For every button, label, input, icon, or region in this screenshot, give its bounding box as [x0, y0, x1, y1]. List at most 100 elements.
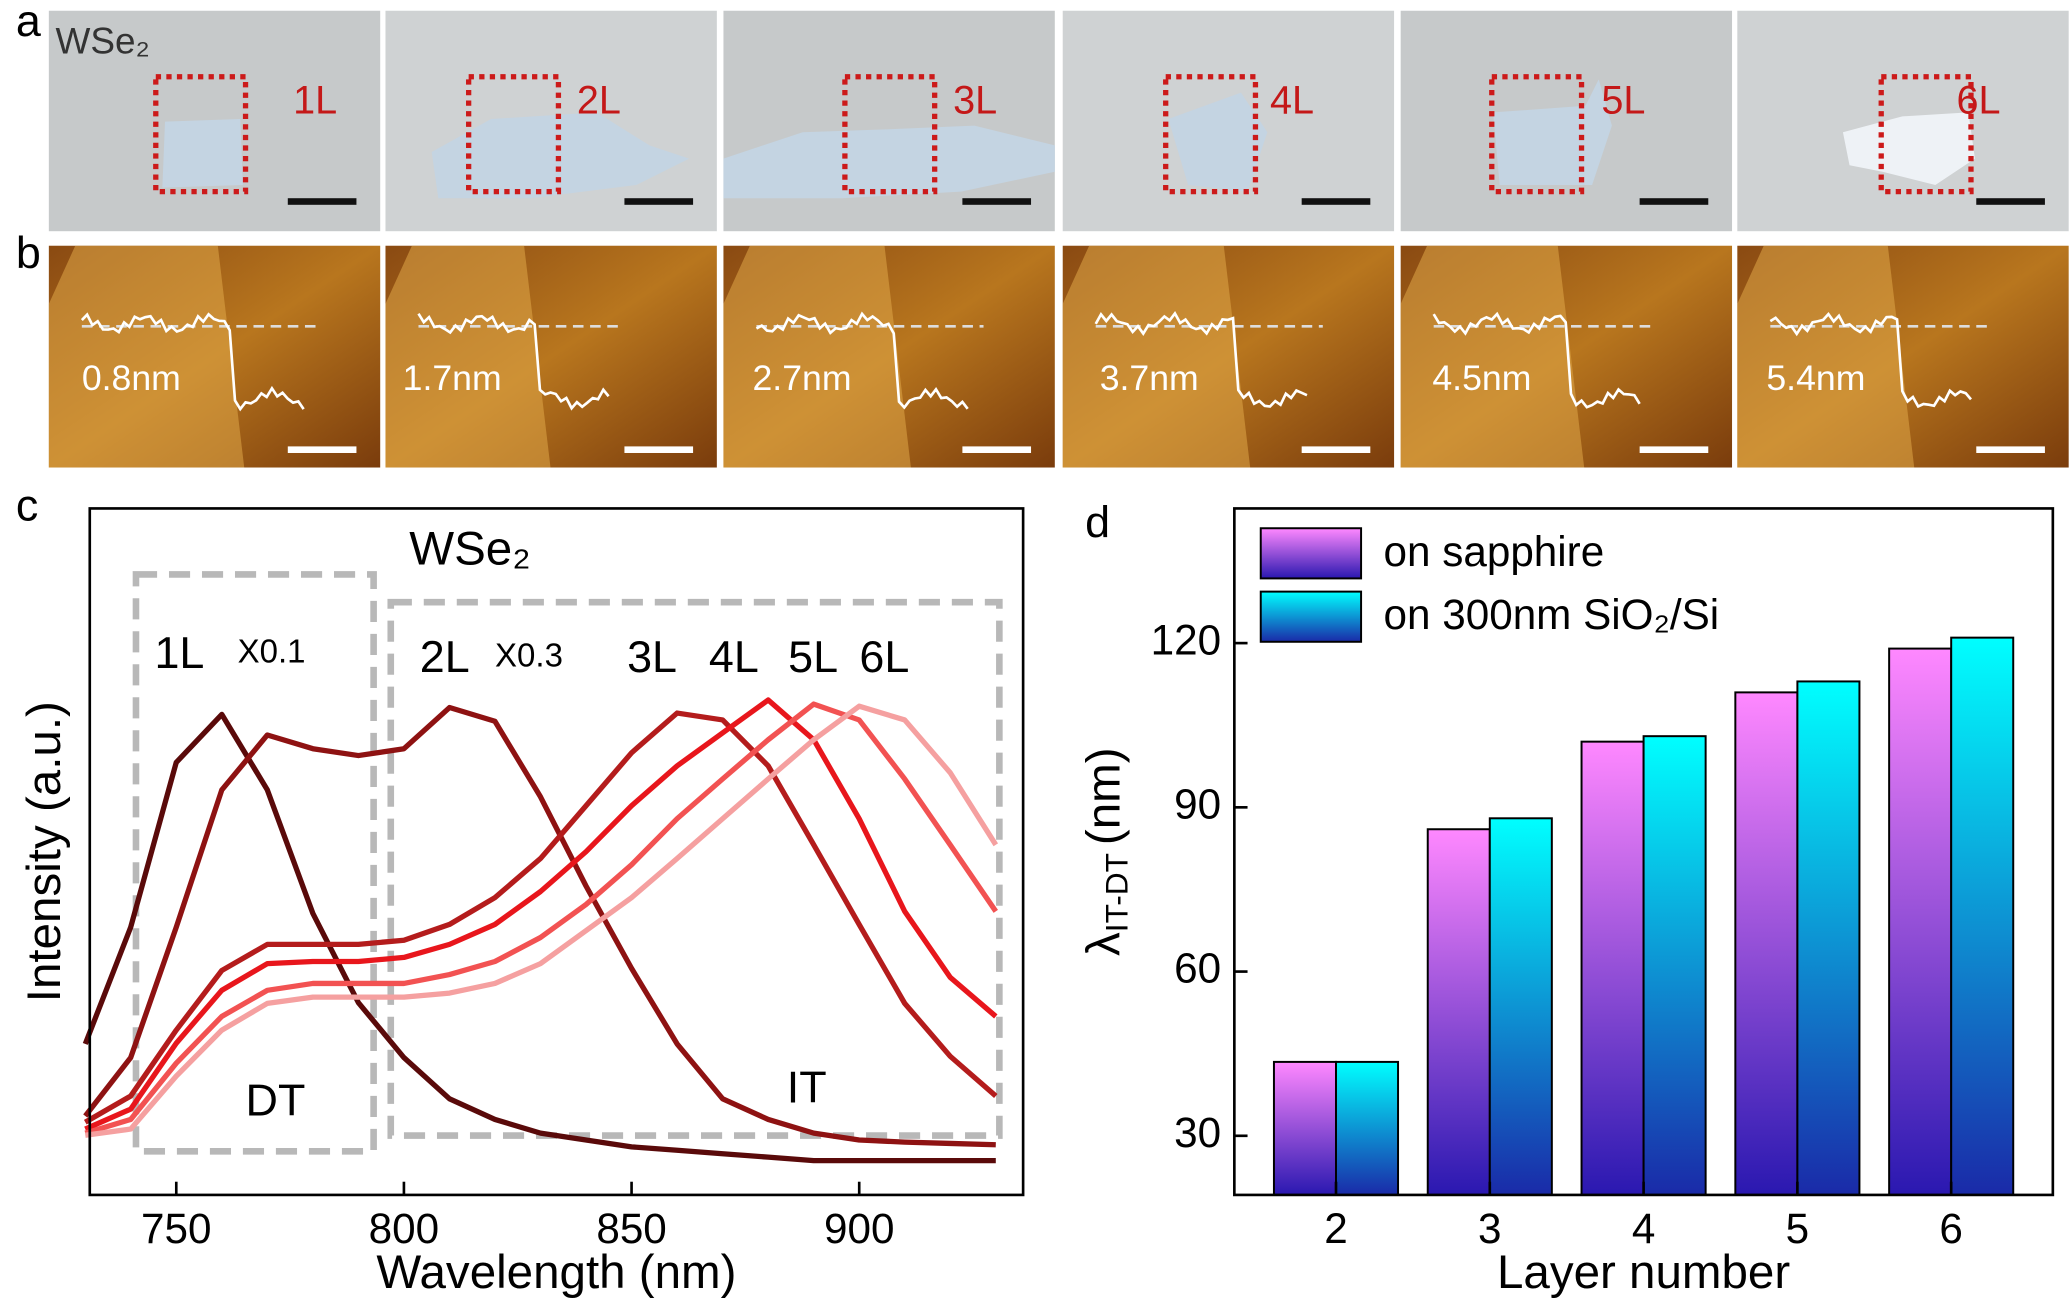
y-axis-subscript: IT-DT: [1099, 853, 1135, 932]
x-tick-label: 900: [824, 1205, 894, 1252]
spectrum-line: [83, 710, 998, 1125]
region-box: [1489, 74, 1585, 195]
afm-flake: [723, 245, 911, 468]
series-label: 3L: [627, 631, 677, 682]
legend-label: on sapphire: [1384, 528, 1605, 575]
scale-bar: [287, 446, 357, 453]
material-label: WSe₂: [55, 21, 149, 62]
height-label: 2.7nm: [752, 358, 851, 398]
height-label: 0.8nm: [82, 358, 181, 398]
scale-bar: [624, 446, 694, 453]
spectrum-line: [83, 704, 996, 1148]
scale-bar: [1976, 198, 2045, 205]
spectrum-line: [84, 697, 998, 1132]
scale-bar: [287, 198, 357, 205]
region-box: [1163, 74, 1259, 195]
height-profile: [80, 312, 305, 412]
scale-bar: [1301, 198, 1371, 205]
legend-swatch: [1259, 590, 1363, 643]
flake: [1168, 92, 1268, 192]
afm-flake: [48, 245, 245, 468]
legend-swatch: [1259, 527, 1363, 580]
x-axis-title: Wavelength (nm): [376, 1246, 736, 1299]
height-profile: [1094, 311, 1308, 408]
scale-bar: [624, 198, 694, 205]
y-tick-label: 30: [1174, 1109, 1221, 1156]
height-label: 5.4nm: [1766, 358, 1865, 398]
bar: [1580, 740, 1645, 1196]
y-tick-label: 60: [1174, 945, 1221, 992]
layer-label: 6L: [1956, 79, 2000, 123]
height-profile: [1432, 311, 1641, 409]
spectrum-line: [84, 701, 998, 1136]
bar: [1796, 680, 1861, 1196]
x-axis-title: Layer number: [1497, 1246, 1790, 1299]
x-tick-label: 5: [1786, 1205, 1810, 1252]
panel-label: d: [1085, 496, 1110, 547]
chart-title: WSe₂: [409, 523, 530, 576]
flake: [1842, 112, 1975, 186]
y-axis-title: Intensity (a.u.): [18, 701, 71, 1002]
series-label: 5L: [788, 631, 838, 682]
series-label: 1L: [154, 627, 204, 678]
panel-label: c: [16, 479, 38, 530]
series-label: 6L: [859, 631, 909, 682]
afm-flake: [385, 245, 551, 468]
scale-bar: [1639, 446, 1709, 453]
x-tick-label: 750: [141, 1205, 211, 1252]
afm-flake: [1062, 245, 1251, 468]
x-tick-label: 850: [596, 1205, 666, 1252]
layer-label: 2L: [577, 79, 621, 123]
scale-bar: [1639, 198, 1709, 205]
x-tick-label: 4: [1632, 1205, 1656, 1252]
scale-bar: [962, 198, 1032, 205]
scale-bar: [1301, 446, 1371, 453]
x-tick-label: 3: [1478, 1205, 1502, 1252]
bar: [1272, 1060, 1337, 1196]
plot-frame: [88, 507, 1025, 1197]
it-box: [387, 598, 1003, 1139]
layer-label: 4L: [1270, 79, 1314, 123]
dt-box: [132, 571, 377, 1155]
bar: [1950, 636, 2015, 1196]
height-label: 1.7nm: [403, 358, 502, 398]
height-profile: [1769, 312, 1972, 409]
region-box: [153, 74, 249, 195]
region-label: DT: [246, 1075, 306, 1126]
y-tick-label: 120: [1151, 616, 1221, 663]
region-box: [842, 74, 938, 195]
layer-label: 1L: [293, 79, 337, 123]
x-tick-label: 6: [1939, 1205, 1963, 1252]
panel-label: a: [16, 0, 41, 46]
spectrum-line: [84, 703, 999, 1138]
scale-bar: [1976, 446, 2045, 453]
panel-label: b: [16, 227, 41, 278]
layer-label: 3L: [953, 79, 997, 123]
scale-bar: [962, 446, 1032, 453]
region-box: [1878, 74, 1974, 195]
scale-factor: X0.1: [238, 632, 306, 669]
region-box: [466, 74, 562, 195]
series-label: 4L: [709, 631, 759, 682]
region-label: IT: [787, 1061, 827, 1112]
bar: [1888, 647, 1953, 1196]
scale-factor: X0.3: [495, 636, 563, 673]
layer-label: 5L: [1601, 79, 1645, 123]
height-label: 3.7nm: [1100, 358, 1199, 398]
flake: [162, 118, 243, 188]
afm-flake: [1737, 245, 1915, 468]
bar: [1335, 1060, 1400, 1196]
height-profile: [755, 311, 969, 410]
y-axis-symbol: λ: [1077, 932, 1130, 956]
series-label: 2L: [420, 631, 470, 682]
spectrum-line: [82, 711, 996, 1164]
legend-label: on 300nm SiO₂/Si: [1384, 591, 1720, 638]
bar: [1734, 691, 1799, 1196]
bar: [1642, 735, 1707, 1196]
flake: [431, 112, 690, 199]
afm-flake: [1400, 245, 1585, 468]
x-tick-label: 2: [1324, 1205, 1348, 1252]
y-tick-label: 90: [1174, 780, 1221, 827]
